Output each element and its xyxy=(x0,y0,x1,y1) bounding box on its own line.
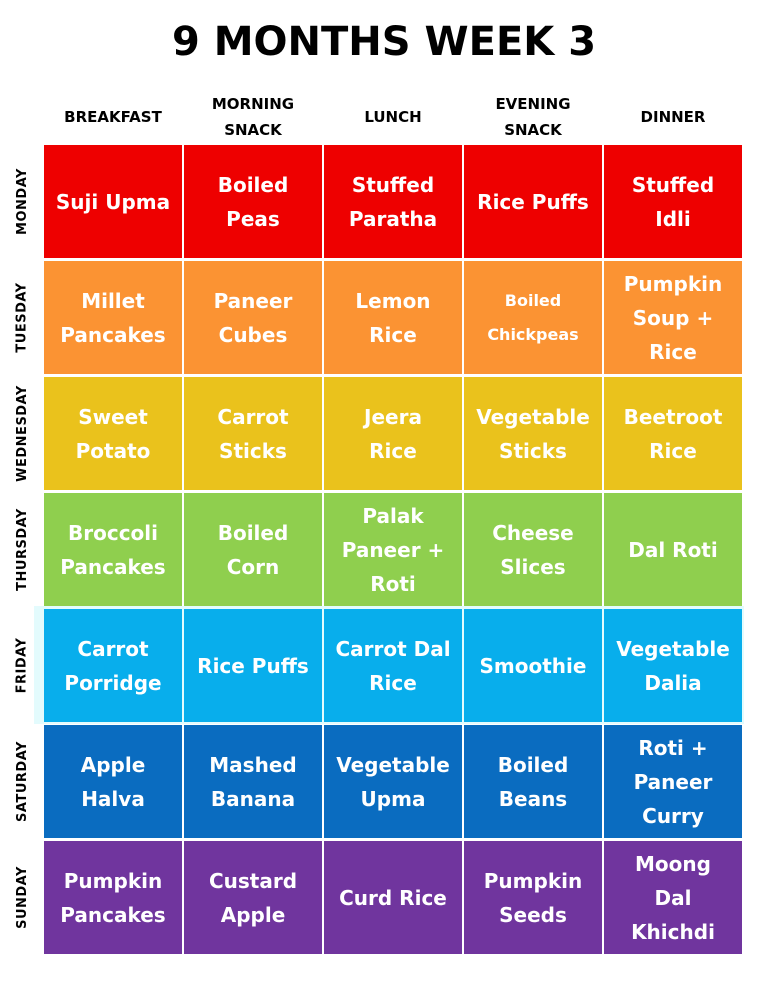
meal-cell-wednesday-1: Carrot Sticks xyxy=(184,377,322,490)
meal-cell-wednesday-2: Jeera Rice xyxy=(324,377,462,490)
meal-cell-monday-1: Boiled Peas xyxy=(184,145,322,258)
meal-cell-sunday-4: Moong Dal Khichdi xyxy=(604,841,742,954)
row-label-tuesday: TUESDAY xyxy=(0,261,44,374)
meal-cell-thursday-3: Cheese Slices xyxy=(464,493,602,606)
day-label: MONDAY xyxy=(14,168,30,235)
day-label: FRIDAY xyxy=(14,637,30,694)
row-label-saturday: SATURDAY xyxy=(0,725,44,838)
meal-cell-thursday-0: Broccoli Pancakes xyxy=(44,493,182,606)
meal-cell-saturday-1: Mashed Banana xyxy=(184,725,322,838)
meal-cell-friday-2: Carrot Dal Rice xyxy=(324,609,462,722)
meal-cell-sunday-1: Custard Apple xyxy=(184,841,322,954)
row-label-monday: MONDAY xyxy=(0,145,44,258)
column-header-lunch: LUNCH xyxy=(364,108,422,126)
meal-cell-friday-4: Vegetable Dalia xyxy=(604,609,742,722)
meal-cell-monday-0: Suji Upma xyxy=(44,145,182,258)
meal-cell-tuesday-1: Paneer Cubes xyxy=(184,261,322,374)
meal-cell-wednesday-3: Vegetable Sticks xyxy=(464,377,602,490)
day-label: SUNDAY xyxy=(14,866,30,929)
meal-cell-thursday-4: Dal Roti xyxy=(604,493,742,606)
meal-cell-thursday-1: Boiled Corn xyxy=(184,493,322,606)
meal-cell-saturday-0: Apple Halva xyxy=(44,725,182,838)
column-header-morning-snack: MORNING SNACK xyxy=(211,95,295,139)
day-label: THURSDAY xyxy=(14,508,30,591)
meal-cell-saturday-2: Vegetable Upma xyxy=(324,725,462,838)
day-label: WEDNESDAY xyxy=(14,385,30,482)
row-label-wednesday: WEDNESDAY xyxy=(0,377,44,490)
row-label-friday: FRIDAY xyxy=(0,609,44,722)
meal-cell-sunday-0: Pumpkin Pancakes xyxy=(44,841,182,954)
meal-cell-sunday-3: Pumpkin Seeds xyxy=(464,841,602,954)
row-label-sunday: SUNDAY xyxy=(0,841,44,954)
meal-cell-wednesday-4: Beetroot Rice xyxy=(604,377,742,490)
meal-cell-saturday-4: Roti + Paneer Curry xyxy=(604,725,742,838)
day-label: TUESDAY xyxy=(14,282,30,353)
meal-cell-tuesday-0: Millet Pancakes xyxy=(44,261,182,374)
column-header-breakfast: BREAKFAST xyxy=(64,108,162,126)
meal-cell-friday-0: Carrot Porridge xyxy=(44,609,182,722)
meal-cell-monday-3: Rice Puffs xyxy=(464,145,602,258)
meal-cell-tuesday-4: Pumpkin Soup + Rice xyxy=(604,261,742,374)
meal-cell-thursday-2: Palak Paneer + Roti xyxy=(324,493,462,606)
row-label-thursday: THURSDAY xyxy=(0,493,44,606)
meal-cell-tuesday-2: Lemon Rice xyxy=(324,261,462,374)
column-header-evening-snack: EVENING SNACK xyxy=(495,95,571,139)
meal-cell-tuesday-3: Boiled Chickpeas xyxy=(464,261,602,374)
meal-cell-saturday-3: Boiled Beans xyxy=(464,725,602,838)
page-title: 9 MONTHS WEEK 3 xyxy=(171,19,597,65)
column-header-dinner: DINNER xyxy=(640,108,706,126)
meal-cell-monday-2: Stuffed Paratha xyxy=(324,145,462,258)
meal-cell-sunday-2: Curd Rice xyxy=(324,841,462,954)
meal-cell-wednesday-0: Sweet Potato xyxy=(44,377,182,490)
meal-cell-monday-4: Stuffed Idli xyxy=(604,145,742,258)
meal-cell-friday-3: Smoothie xyxy=(464,609,602,722)
day-label: SATURDAY xyxy=(14,741,30,822)
meal-cell-friday-1: Rice Puffs xyxy=(184,609,322,722)
